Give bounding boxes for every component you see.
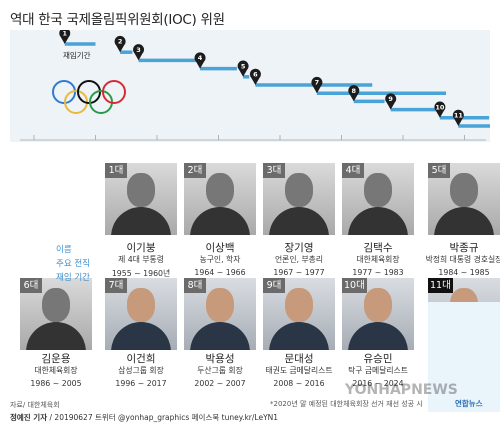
member-position: 제 4대 부통령: [118, 255, 164, 264]
map-pin-icon: [348, 85, 360, 102]
member-position: 농구인, 학자: [199, 255, 241, 264]
order-badge: 4대: [342, 163, 364, 178]
member-photo: 7대: [105, 278, 177, 350]
member-tenure: 1996 ~ 2017: [115, 379, 167, 388]
member-name: 김운용: [41, 353, 71, 365]
member-position: 대한체육회장: [34, 366, 78, 375]
term-number: 10: [435, 103, 445, 111]
member-photo: 1대: [105, 163, 177, 235]
row-label-position: 주요 전직: [56, 259, 90, 269]
map-pin-icon: [385, 93, 397, 110]
reporter-name: 정예진 기자: [10, 413, 48, 422]
member-position: 박정희 대통령 경호실장: [425, 255, 500, 264]
member-name: 유승민: [363, 353, 393, 365]
term-number: 7: [315, 79, 320, 87]
member-name: 문대성: [284, 353, 314, 365]
member-tenure: 1964 ~ 1966: [194, 268, 246, 277]
member-position: 대한체육회장: [356, 255, 400, 264]
member-position: 두산그룹 회장: [197, 366, 243, 375]
member-photo: 4대: [342, 163, 414, 235]
order-badge: 10대: [342, 278, 367, 293]
member-tenure: 1986 ~ 2005: [30, 379, 82, 388]
brand-logo: 연합뉴스: [455, 399, 483, 408]
row-label-name: 이름: [56, 245, 72, 255]
member-tenure: 1967 ~ 1977: [273, 268, 325, 277]
order-badge: 3대: [263, 163, 285, 178]
order-badge: 1대: [105, 163, 127, 178]
watermark-logo: YONHAPNEWS: [345, 382, 458, 398]
row-label-tenure: 재임 기간: [56, 273, 90, 283]
member-tenure: 2016 ~ 2024: [352, 379, 404, 388]
order-badge: 2대: [184, 163, 206, 178]
member-tenure: 1977 ~ 1983: [352, 268, 404, 277]
map-pin-icon: [237, 60, 249, 77]
order-badge: 8대: [184, 278, 206, 293]
member-tenure: 1955 ~ 1960년: [111, 269, 171, 278]
page-title: 역대 한국 국제올림픽위원회(IOC) 위원: [10, 12, 225, 28]
member-photo: 3대: [263, 163, 335, 235]
footnote: *2020년 말 예정된 대한체육회장 선거 재선 성공 시: [270, 400, 423, 408]
map-pin-icon: [311, 76, 323, 94]
timeline-chart: 1950년19601970198019902000201020201재임기간23…: [20, 30, 490, 141]
member-photo: 2대: [184, 163, 256, 235]
map-pin-icon: [59, 30, 71, 44]
tenure-legend-label: 재임기간: [63, 50, 91, 60]
term-number: 8: [352, 87, 357, 95]
term-number: 1: [62, 30, 67, 38]
term-number: 3: [136, 46, 141, 54]
current-member-highlight: [428, 302, 500, 412]
member-position: 언론인, 부총리: [275, 255, 323, 264]
map-pin-icon: [133, 44, 145, 61]
member-position: 탁구 금메달리스트: [348, 366, 408, 375]
member-position: 태권도 금메달리스트: [265, 366, 333, 375]
member-name: 이상백: [205, 242, 235, 254]
member-name: 장기영: [284, 242, 314, 254]
map-pin-icon: [434, 101, 446, 118]
member-photo: 8대: [184, 278, 256, 350]
term-number: 9: [388, 95, 393, 103]
order-badge: 9대: [263, 278, 285, 293]
byline-text: / 20190627 트위터 @yonhap_graphics 페이스북 tun…: [47, 413, 279, 422]
order-badge: 5대: [428, 163, 450, 178]
term-number: 6: [253, 71, 258, 79]
order-badge: 7대: [105, 278, 127, 293]
member-tenure: 2008 ~ 2016: [273, 379, 325, 388]
term-number: 2: [118, 38, 123, 46]
member-position: 삼성그룹 회장: [118, 366, 164, 375]
member-name: 이기붕: [126, 242, 156, 254]
map-pin-icon: [194, 52, 206, 69]
member-photo: 10대: [342, 278, 414, 350]
term-number: 4: [198, 54, 203, 62]
member-photo: 9대: [263, 278, 335, 350]
term-number: 11: [454, 112, 464, 120]
member-tenure: 2002 ~ 2007: [194, 379, 246, 388]
member-name: 이건희: [126, 353, 156, 365]
map-pin-icon: [114, 35, 126, 53]
order-badge: 6대: [20, 278, 42, 293]
olympic-ring-icon: [102, 80, 126, 104]
timeline-panel: 1950년19601970198019902000201020201재임기간23…: [10, 30, 490, 142]
member-photo: 6대: [20, 278, 92, 350]
map-pin-icon: [452, 109, 464, 126]
member-photo: 5대: [428, 163, 500, 235]
member-name: 박종규: [449, 242, 479, 254]
member-name: 김택수: [363, 242, 393, 254]
source-credit: 자료/ 대한체육회: [10, 401, 60, 409]
member-name: 박용성: [205, 353, 235, 365]
term-number: 5: [241, 62, 246, 70]
map-pin-icon: [249, 68, 261, 85]
byline: 정예진 기자 / 20190627 트위터 @yonhap_graphics 페…: [10, 412, 278, 423]
member-tenure: 1984 ~ 1985: [438, 268, 490, 277]
order-badge: 11대: [428, 278, 453, 293]
